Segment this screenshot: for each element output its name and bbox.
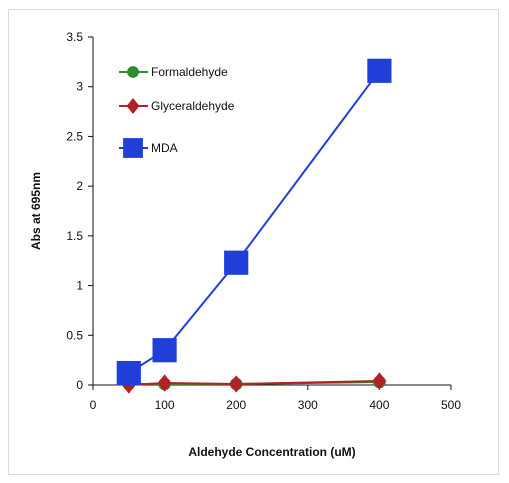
x-axis-label: Aldehyde Concentration (uM): [188, 445, 355, 459]
legend-marker: [126, 97, 140, 115]
x-tick-label: 400: [369, 398, 389, 412]
y-tick-label: 1.5: [66, 229, 83, 243]
legend-marker: [127, 66, 139, 78]
x-tick-label: 0: [90, 398, 97, 412]
x-tick-label: 100: [155, 398, 175, 412]
data-point: [157, 374, 172, 392]
y-tick-label: 2: [76, 179, 83, 193]
x-tick-label: 200: [226, 398, 246, 412]
axes: [92, 37, 451, 386]
y-axis-label: Abs at 695nm: [29, 172, 43, 250]
data-point: [372, 372, 387, 390]
y-tick-label: 2.5: [66, 129, 83, 143]
data-point: [152, 338, 177, 363]
legend: Formaldehyde Glyceraldehyde MDA: [119, 65, 235, 158]
data-point: [229, 375, 244, 393]
series-line: [128, 70, 381, 374]
series-line: [128, 380, 380, 386]
series-mda: [116, 58, 392, 386]
legend-marker: [123, 138, 143, 158]
series-layer: [116, 58, 392, 394]
y-tick-label: 1: [76, 279, 83, 293]
legend-label: Glyceraldehyde: [151, 99, 235, 113]
y-tick-label: 0: [76, 378, 83, 392]
x-ticks: 0 100 200 300 400 500: [90, 385, 461, 412]
data-point: [367, 58, 392, 83]
data-point: [116, 360, 141, 386]
legend-label: MDA: [151, 141, 178, 155]
y-ticks: 0 0.5 1 1.5 2 2.5 3 3.5: [66, 30, 93, 392]
y-tick-label: 0.5: [66, 328, 83, 342]
y-tick-label: 3: [76, 80, 83, 94]
x-tick-label: 500: [441, 398, 461, 412]
x-tick-label: 300: [298, 398, 318, 412]
legend-label: Formaldehyde: [151, 65, 228, 79]
data-point: [224, 250, 249, 275]
y-tick-label: 3.5: [66, 30, 83, 44]
